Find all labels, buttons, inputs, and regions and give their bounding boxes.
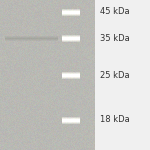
Text: 25 kDa: 25 kDa — [100, 70, 130, 80]
Text: 18 kDa: 18 kDa — [100, 116, 130, 124]
Text: 35 kDa: 35 kDa — [100, 33, 130, 42]
Text: 45 kDa: 45 kDa — [100, 8, 130, 16]
